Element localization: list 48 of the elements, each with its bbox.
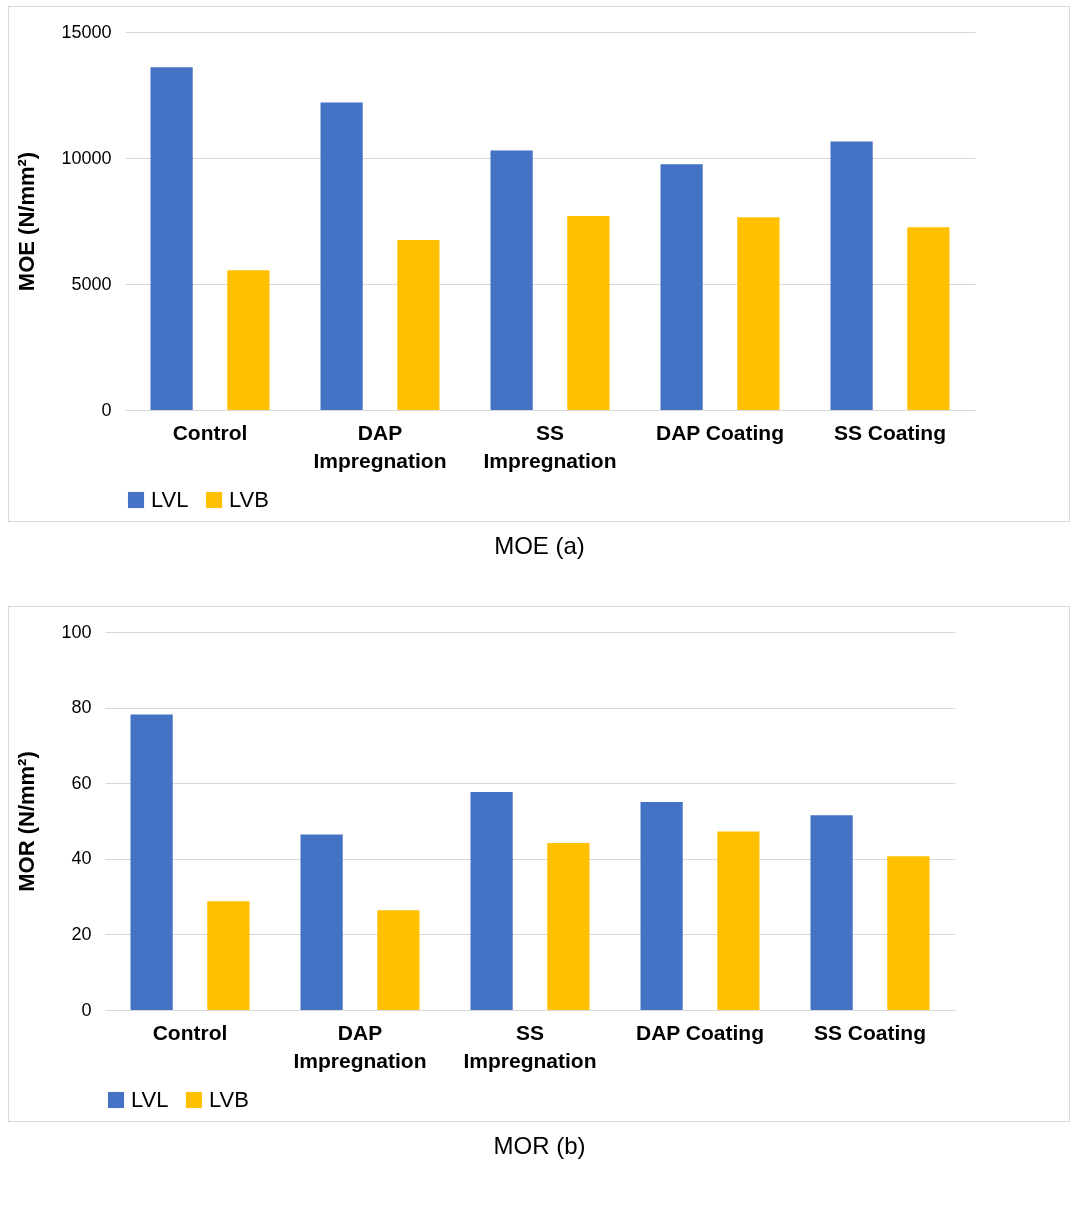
x-tick-label: Control xyxy=(152,1020,228,1044)
x-tick-label: DAP Coating xyxy=(656,420,784,444)
y-tick-label: 80 xyxy=(71,697,92,718)
x-tick-label: SS Impregnation xyxy=(463,1020,597,1072)
y-tick-label: 40 xyxy=(71,848,92,869)
text: MOR (b) xyxy=(492,1132,587,1160)
y-tick-label: 0 xyxy=(81,999,92,1020)
bar xyxy=(150,67,193,410)
text: MOE (a) xyxy=(493,532,586,560)
bar xyxy=(640,802,683,1010)
bar xyxy=(887,856,930,1010)
bar xyxy=(567,215,610,410)
x-tick-label: DAP Impregnation xyxy=(293,1020,427,1072)
y-tick-label: 0 xyxy=(101,399,112,420)
bar xyxy=(320,102,363,410)
x-tick-label: DAP Impregnation xyxy=(313,420,447,472)
bar xyxy=(547,842,590,1010)
legend-label: LVB xyxy=(209,1087,249,1112)
bar xyxy=(717,831,760,1010)
legend-label: LVB xyxy=(229,487,269,512)
x-tick-label: SS Coating xyxy=(813,1020,927,1044)
y-tick-label: 15000 xyxy=(61,21,112,42)
bar xyxy=(490,150,533,410)
bar xyxy=(470,791,513,1010)
bar xyxy=(830,141,873,410)
x-tick-label: SS Coating xyxy=(833,420,947,444)
bar xyxy=(300,834,343,1010)
bar xyxy=(130,714,173,1010)
y-tick-label: 60 xyxy=(71,772,92,793)
y-tick-label: 100 xyxy=(61,621,92,642)
bar xyxy=(207,901,250,1010)
bar xyxy=(377,910,420,1010)
legend-label: LVL xyxy=(151,487,189,512)
x-tick-label: SS Impregnation xyxy=(483,420,617,472)
x-tick-label: DAP Coating xyxy=(636,1020,764,1044)
legend-label: LVL xyxy=(131,1087,169,1112)
y-axis-title: MOR (N/mm²) xyxy=(14,751,40,892)
y-tick-label: 10000 xyxy=(61,147,112,168)
y-tick-label: 20 xyxy=(71,923,92,944)
bar xyxy=(397,239,440,410)
y-axis-title: MOE (N/mm²) xyxy=(14,151,40,292)
bar xyxy=(737,217,780,410)
bar xyxy=(660,164,703,410)
bar xyxy=(907,227,950,410)
x-tick-label: Control xyxy=(172,420,248,444)
bar xyxy=(810,815,853,1010)
y-tick-label: 5000 xyxy=(71,273,112,294)
bar xyxy=(227,270,270,410)
